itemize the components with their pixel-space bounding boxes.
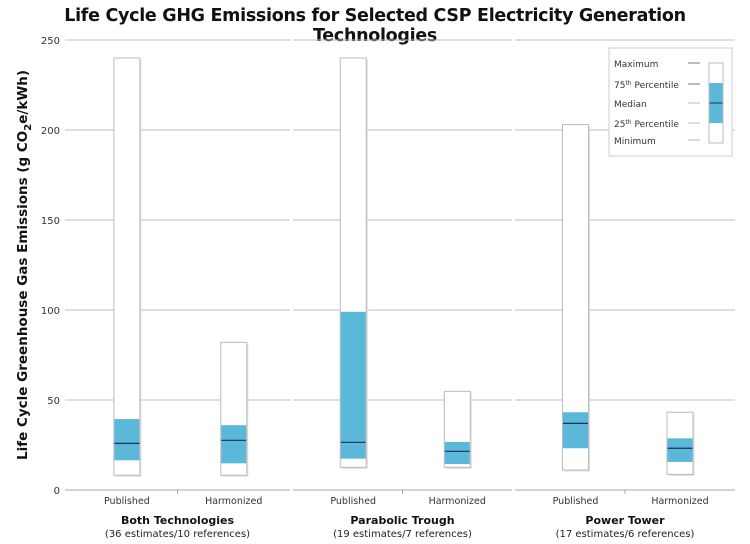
iqr-box <box>221 425 247 464</box>
y-tick-label: 200 <box>41 126 60 137</box>
group-title: Parabolic Trough <box>350 514 454 527</box>
group-subtitle: (36 estimates/10 references) <box>105 529 250 540</box>
range-box <box>113 57 141 476</box>
y-tick-label: 250 <box>41 36 60 47</box>
x-tick-label: Harmonized <box>651 496 708 507</box>
x-tick-label: Harmonized <box>205 496 262 507</box>
group-subtitle: (19 estimates/7 references) <box>333 529 472 540</box>
legend-label: Maximum <box>614 60 658 70</box>
group-subtitle: (17 estimates/6 references) <box>556 529 695 540</box>
legend-label: 25th Percentile <box>614 119 679 130</box>
iqr-box <box>444 441 470 465</box>
legend: Maximum 75th Percentile Median 25th Percent… <box>608 47 733 157</box>
iqr-box <box>114 419 140 461</box>
x-tick-label: Published <box>330 496 376 507</box>
iqr-box <box>340 311 366 459</box>
iqr-box <box>563 412 588 449</box>
iqr-box <box>667 438 693 462</box>
y-tick-label: 50 <box>47 396 60 407</box>
chart-title: Life Cycle GHG Emissions for Selected CS… <box>64 6 686 46</box>
y-tick-label: 100 <box>41 306 60 317</box>
group-title: Power Tower <box>585 514 665 527</box>
group-title: Both Technologies <box>121 514 235 527</box>
y-axis-label: Life Cycle Greenhouse Gas Emissions (g C… <box>15 70 34 460</box>
x-tick-label: Published <box>553 496 599 507</box>
x-tick-label: Harmonized <box>429 496 486 507</box>
legend-label: Median <box>614 100 647 110</box>
legend-label: 75th Percentile <box>614 80 679 91</box>
y-tick-label: 150 <box>41 216 60 227</box>
x-tick-label: Published <box>104 496 150 507</box>
legend-label: Minimum <box>614 137 656 147</box>
y-tick-label: 0 <box>54 486 60 497</box>
